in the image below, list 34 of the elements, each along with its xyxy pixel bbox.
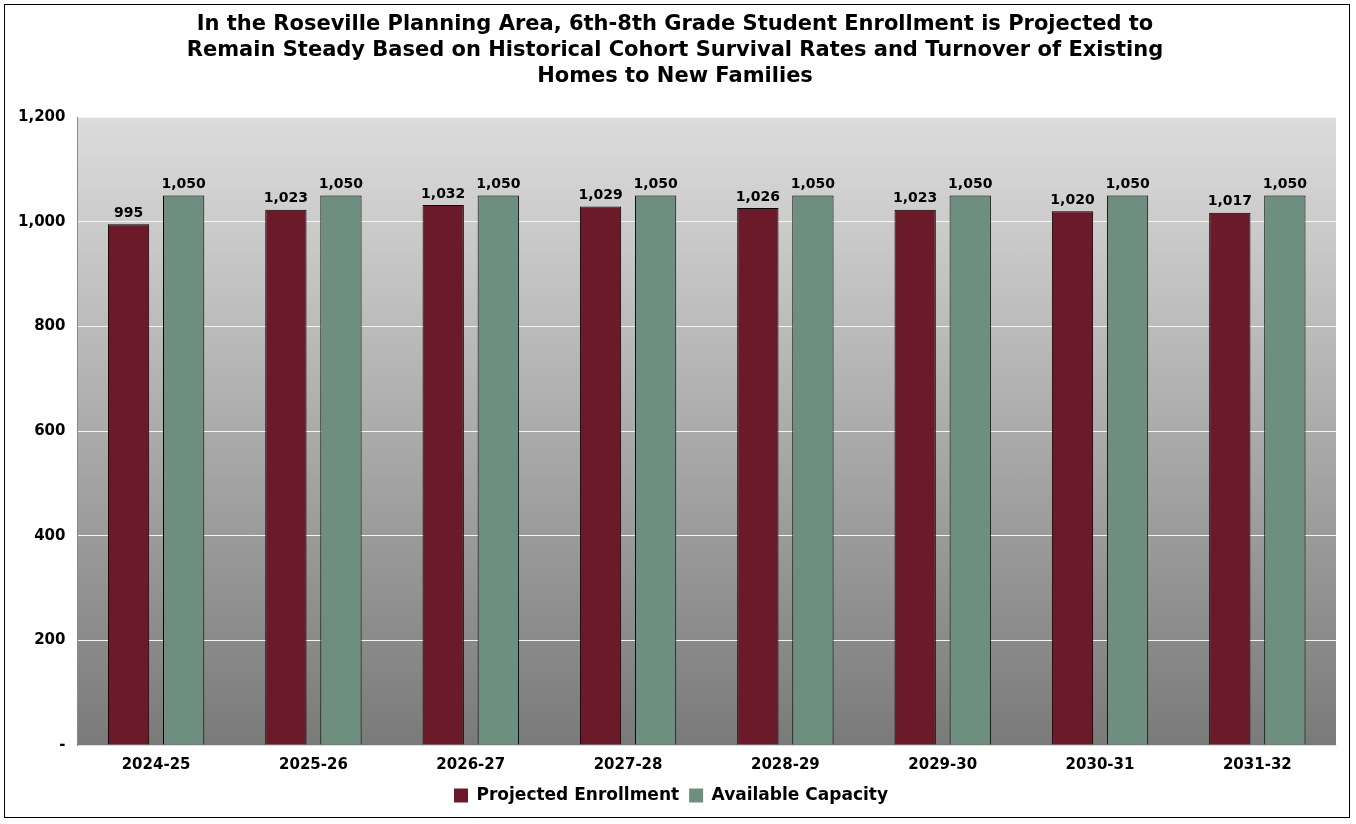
data-label: 1,050 xyxy=(948,175,993,192)
y-tick-label: 1,200 xyxy=(17,106,66,125)
x-tick-label: 2025-26 xyxy=(279,754,348,773)
y-tick-label: 200 xyxy=(34,630,66,649)
data-label: 1,050 xyxy=(1105,175,1150,192)
x-tick-label: 2030-31 xyxy=(1065,754,1135,773)
data-label: 1,050 xyxy=(633,175,678,192)
y-tick-label: 600 xyxy=(34,420,66,439)
data-label: 1,050 xyxy=(318,175,364,192)
data-label: 1,020 xyxy=(1050,190,1095,207)
x-tick-label: 2024-25 xyxy=(121,754,191,773)
data-label: 1,023 xyxy=(893,189,938,206)
data-label: 1,050 xyxy=(1262,175,1308,192)
y-tick-label: - xyxy=(59,734,66,753)
x-tick-label: 2029-30 xyxy=(908,754,978,773)
y-tick-label: 800 xyxy=(34,316,66,335)
y-tick-label: 1,000 xyxy=(17,211,66,230)
x-tick-label: 2031-32 xyxy=(1222,754,1292,773)
data-label: 1,050 xyxy=(790,175,836,192)
data-label: 1,029 xyxy=(578,186,623,203)
data-label: 1,050 xyxy=(161,175,207,192)
data-label: 1,026 xyxy=(735,187,780,204)
data-label: 1,017 xyxy=(1207,192,1252,209)
x-tick-label: 2026-27 xyxy=(436,754,506,773)
data-label: 1,050 xyxy=(476,175,521,192)
y-tick-label: 400 xyxy=(34,525,66,544)
data-label: 1,023 xyxy=(263,189,309,206)
x-tick-label: 2027-28 xyxy=(593,754,663,773)
legend-label: Available Capacity xyxy=(711,783,888,804)
legend-label: Projected Enrollment xyxy=(476,783,680,804)
x-tick-label: 2028-29 xyxy=(750,754,820,773)
data-label: 1,032 xyxy=(421,184,466,201)
chart-title: In the Roseville Planning Area, 6th-8th Grade Student Enrollment is Projected to Remain Steady Based on Historical Cohort Survival Rates and Turnover of Existing Homes to New Families xyxy=(185,10,1165,88)
data-label: 995 xyxy=(113,203,144,220)
